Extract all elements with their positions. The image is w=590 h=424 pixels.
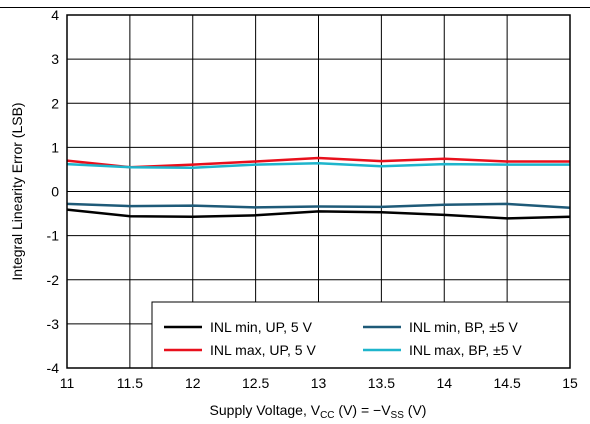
x-tick-label-2: 12 [185,375,201,391]
x-tick-label-6: 14 [436,375,452,391]
y-tick-label-8: 4 [51,7,59,23]
x-tick-label-4: 13 [311,375,327,391]
x-axis-title-end: (V) [404,402,427,418]
legend-label-series-0: INL min, UP, 5 V [210,319,313,335]
y-tick-label-6: 2 [51,95,59,111]
x-tick-label-0: 11 [60,375,75,391]
x-axis-title: Supply Voltage, VCC (V) = −VSS (V) [210,402,427,421]
legend-label-series-2: INL min, BP, ±5 V [409,319,519,335]
y-tick-label-4: 0 [51,184,59,200]
y-tick-label-0: -4 [47,360,60,376]
plot-frame [66,14,571,369]
series-line-2 [66,202,571,210]
series-line-3 [66,162,570,169]
x-axis-title-base: Supply Voltage, V [210,402,321,418]
legend-box [151,301,571,369]
series-line-0 [66,208,571,220]
legend: INL min, UP, 5 V INL max, UP, 5 V INL mi… [151,301,571,369]
y-tick-labels: -4 -3 -2 -1 0 1 2 3 4 [47,7,60,376]
x-tick-label-5: 13.5 [368,375,395,391]
y-tick-label-3: -1 [47,228,60,244]
x-tick-labels: 11 11.5 12 12.5 13 13.5 14 14.5 15 [60,375,578,391]
x-axis-title-sub1: CC [320,410,334,421]
y-tick-label-2: -2 [47,272,60,288]
x-tick-label-7: 14.5 [494,375,521,391]
legend-label-series-1: INL max, UP, 5 V [210,342,316,358]
x-axis-title-sub2: SS [391,410,405,421]
x-tick-label-3: 12.5 [242,375,269,391]
legend-label-series-3: INL max, BP, ±5 V [409,342,522,358]
y-tick-label-5: 1 [51,139,59,155]
x-axis-title-mid: (V) = −V [335,402,392,418]
x-tick-label-8: 15 [562,375,578,391]
y-tick-label-7: 3 [51,51,59,67]
x-tick-label-1: 11.5 [117,375,143,391]
y-axis-title: Integral Linearity Error (LSB) [9,102,25,280]
series-lines [66,156,571,220]
y-tick-label-1: -3 [47,316,60,332]
